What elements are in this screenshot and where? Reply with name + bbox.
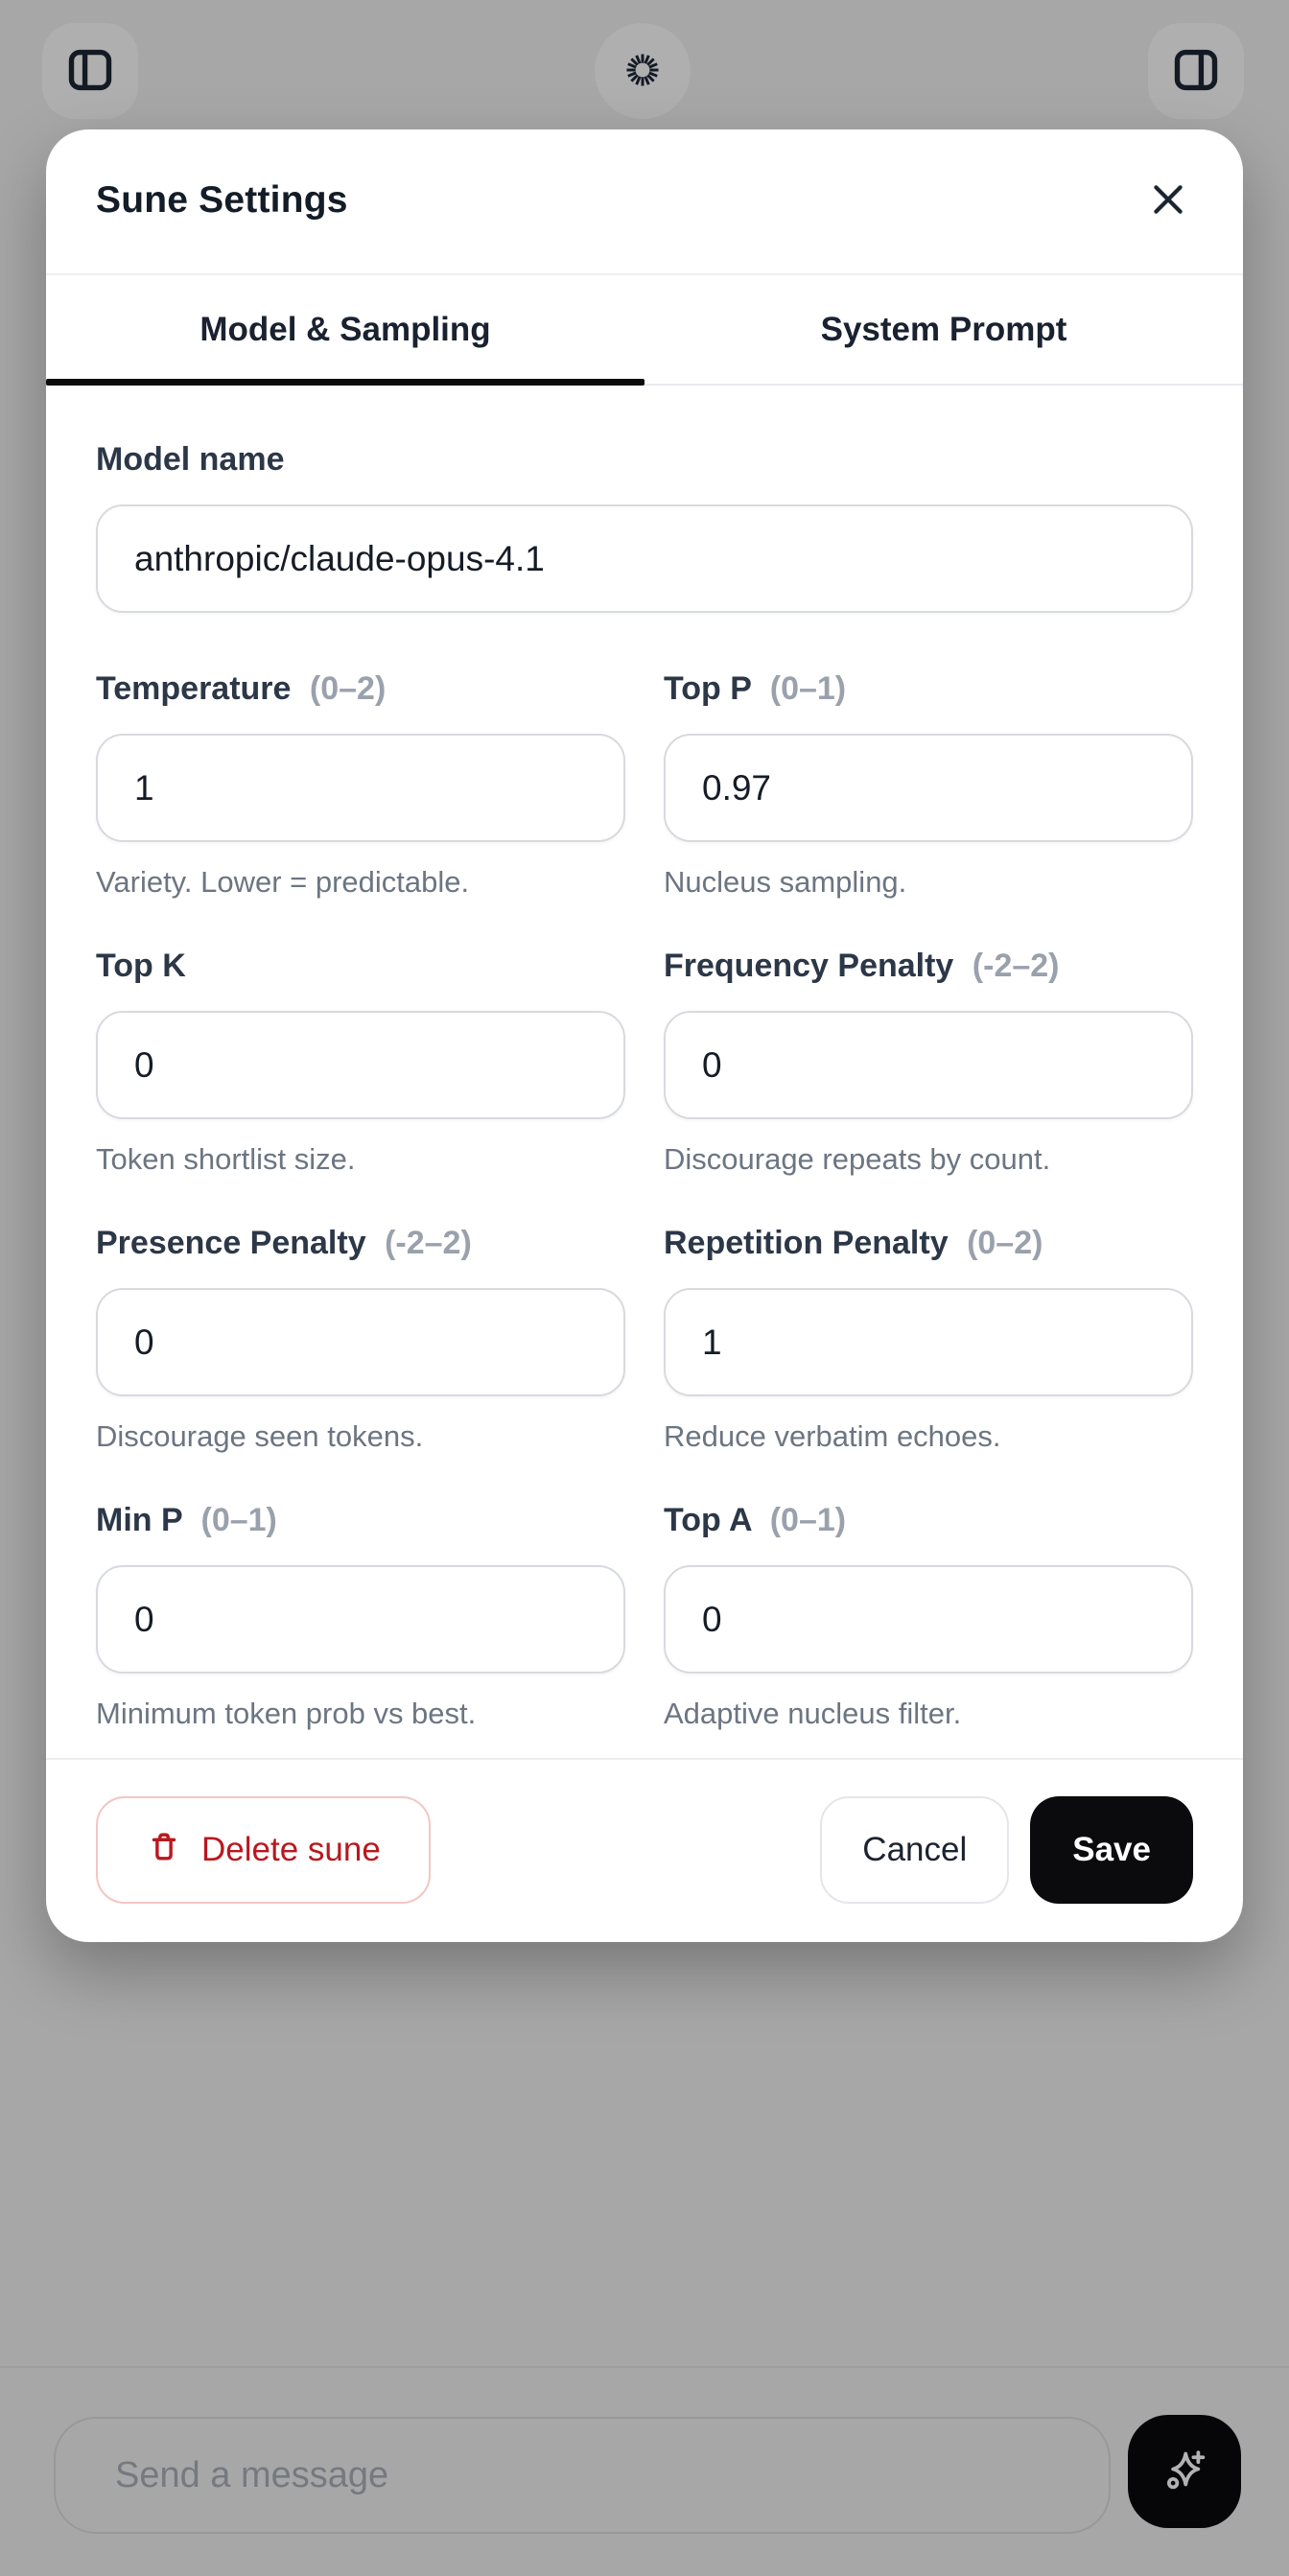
param-helper-text: Adaptive nucleus filter. (664, 1697, 962, 1730)
param-range-text: (0–1) (769, 670, 847, 707)
param-field-top-k: Top K Token shortlist size. (96, 948, 625, 1177)
param-label-text: Frequency Penalty (664, 948, 954, 984)
top-a-input[interactable] (664, 1565, 1193, 1674)
starburst-spinner-icon (621, 49, 664, 94)
sidebar-toggle-button[interactable] (42, 23, 138, 119)
param-label-text: Min P (96, 1502, 183, 1538)
modal-title: Sune Settings (96, 179, 348, 221)
close-button[interactable] (1137, 170, 1199, 231)
repetition-penalty-input[interactable] (664, 1288, 1193, 1396)
modal-tabs: Model & Sampling System Prompt (46, 275, 1243, 386)
trash-icon (146, 1828, 182, 1873)
param-field-min-p: Min P (0–1) Minimum token prob vs best. (96, 1502, 625, 1731)
param-helper-text: Reduce verbatim echoes. (664, 1419, 1001, 1453)
model-name-label: Model name (96, 441, 1193, 479)
top-k-input[interactable] (96, 1011, 625, 1119)
params-grid: Temperature (0–2) Variety. Lower = predi… (96, 670, 1193, 1758)
param-label-text: Repetition Penalty (664, 1225, 949, 1261)
sparkles-icon (1156, 2442, 1213, 2502)
close-icon (1148, 179, 1188, 222)
model-name-label-text: Model name (96, 441, 285, 478)
param-label: Top A (0–1) (664, 1502, 1193, 1539)
param-label: Repetition Penalty (0–2) (664, 1225, 1193, 1262)
temperature-input[interactable] (96, 734, 625, 842)
param-label-text: Temperature (96, 670, 292, 707)
param-range-text: (0–1) (200, 1502, 277, 1538)
composer-divider (0, 2366, 1289, 2368)
delete-sune-button[interactable]: Delete sune (96, 1796, 431, 1904)
param-label: Frequency Penalty (-2–2) (664, 948, 1193, 985)
ai-send-button[interactable] (1128, 2415, 1241, 2528)
tab-model-sampling[interactable]: Model & Sampling (46, 275, 644, 386)
param-label: Top P (0–1) (664, 670, 1193, 708)
model-name-input[interactable] (96, 504, 1193, 613)
param-helper-text: Minimum token prob vs best. (96, 1697, 477, 1730)
param-label-text: Presence Penalty (96, 1225, 366, 1261)
param-helper-text: Variety. Lower = predictable. (96, 865, 470, 899)
panel-left-icon (65, 45, 115, 98)
modal-header: Sune Settings (46, 129, 1243, 275)
param-field-presence-penalty: Presence Penalty (-2–2) Discourage seen … (96, 1225, 625, 1454)
presence-penalty-input[interactable] (96, 1288, 625, 1396)
param-label-text: Top K (96, 948, 186, 984)
delete-sune-label: Delete sune (201, 1831, 381, 1868)
param-range-text: (0–1) (769, 1502, 847, 1538)
param-range-text: (0–2) (967, 1225, 1043, 1261)
min-p-input[interactable] (96, 1565, 625, 1674)
tab-system-prompt[interactable]: System Prompt (644, 275, 1243, 384)
panel-right-icon (1171, 45, 1221, 98)
param-label: Top K (96, 948, 625, 985)
message-input[interactable] (54, 2417, 1111, 2534)
loading-spinner-button[interactable] (595, 23, 691, 119)
param-field-top-a: Top A (0–1) Adaptive nucleus filter. (664, 1502, 1193, 1731)
param-range-text: (-2–2) (972, 948, 1060, 984)
param-field-frequency-penalty: Frequency Penalty (-2–2) Discourage repe… (664, 948, 1193, 1177)
param-range-text: (0–2) (309, 670, 387, 707)
top-p-input[interactable] (664, 734, 1193, 842)
param-helper-text: Discourage repeats by count. (664, 1142, 1051, 1176)
param-field-repetition-penalty: Repetition Penalty (0–2) Reduce verbatim… (664, 1225, 1193, 1454)
sune-settings-modal: Sune Settings Model & Sampling System Pr… (46, 129, 1243, 1942)
param-label: Presence Penalty (-2–2) (96, 1225, 625, 1262)
right-panel-toggle-button[interactable] (1148, 23, 1244, 119)
param-label-text: Top A (664, 1502, 752, 1538)
param-label-text: Top P (664, 670, 752, 707)
param-field-top-p: Top P (0–1) Nucleus sampling. (664, 670, 1193, 900)
modal-footer: Delete sune Cancel Save (46, 1758, 1243, 1942)
save-button[interactable]: Save (1030, 1796, 1193, 1904)
modal-content: Model name Temperature (0–2) Variety. Lo… (46, 386, 1243, 1758)
param-helper-text: Discourage seen tokens. (96, 1419, 424, 1453)
frequency-penalty-input[interactable] (664, 1011, 1193, 1119)
param-label: Min P (0–1) (96, 1502, 625, 1539)
param-helper-text: Token shortlist size. (96, 1142, 356, 1176)
cancel-button[interactable]: Cancel (820, 1796, 1010, 1904)
param-helper-text: Nucleus sampling. (664, 865, 907, 899)
param-label: Temperature (0–2) (96, 670, 625, 708)
param-field-temperature: Temperature (0–2) Variety. Lower = predi… (96, 670, 625, 900)
param-range-text: (-2–2) (385, 1225, 472, 1261)
model-name-field: Model name (96, 441, 1193, 613)
